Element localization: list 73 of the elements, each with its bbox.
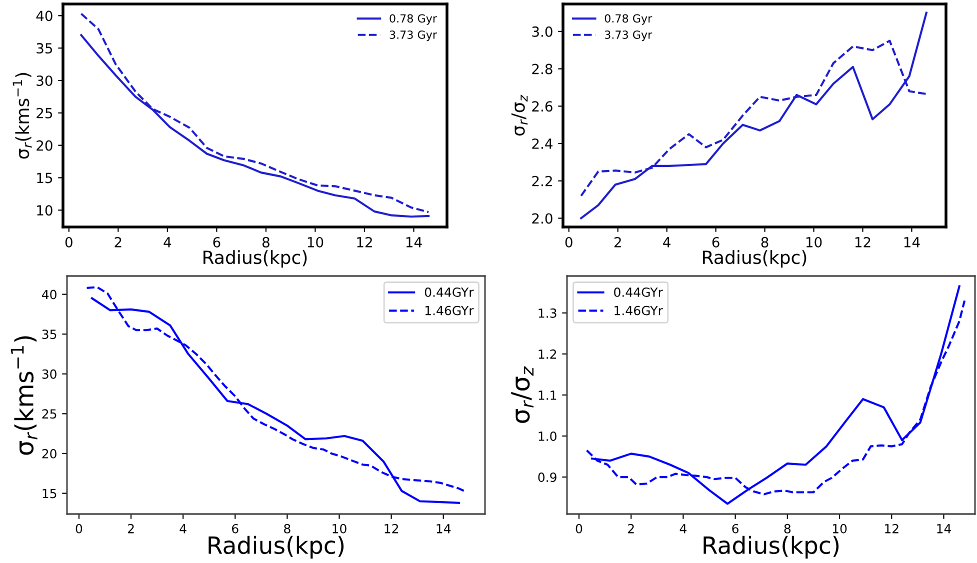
- y-tick-label: 2.4: [532, 138, 552, 149]
- y-tick-label: 1.0: [538, 432, 556, 441]
- x-tick-label: 6: [232, 524, 238, 534]
- x-axis-title: Radius(kpc): [208, 536, 344, 559]
- y-tick-label: 20: [42, 448, 56, 458]
- x-tick-label: 4: [164, 237, 172, 248]
- y-tick-label: 30: [36, 75, 52, 86]
- x-tick-label: 8: [262, 236, 270, 248]
- x-tick-label: 4: [680, 524, 686, 534]
- x-tick-label: 14: [937, 524, 951, 534]
- y-tick-label: 10: [37, 205, 52, 216]
- y-tick-label: 20: [36, 140, 52, 151]
- y-tick-label: 40: [36, 10, 52, 22]
- x-axis-title: Radius(kpc): [703, 250, 806, 268]
- y-axis-title: σ$_{r}$(kms$^{−1}$): [12, 73, 32, 159]
- y-axis-title: σ$_{r}$(kms$^{−1}$): [10, 336, 38, 455]
- x-tick-label: 12: [855, 236, 870, 248]
- x-tick-label: 2: [114, 236, 122, 248]
- x-tick-label: 12: [357, 236, 372, 248]
- x-tick-label: 4: [180, 524, 186, 534]
- x-tick-label: 0: [65, 236, 72, 248]
- y-tick-label: 2.8: [532, 64, 552, 74]
- x-tick-label: 10: [832, 524, 847, 534]
- x-tick-label: 10: [806, 236, 822, 248]
- x-tick-label: 0: [576, 524, 582, 534]
- legend-label: 0.44GYr: [424, 287, 474, 297]
- x-tick-label: 14: [406, 237, 422, 248]
- y-axis-title: σ$_{r}$/σ$_{z}$: [511, 366, 534, 423]
- y-tick-label: 2.6: [532, 101, 552, 112]
- legend-label: 3.73 Gyr: [390, 30, 437, 42]
- x-tick-label: 8: [784, 524, 791, 534]
- y-tick-label: 3.0: [532, 26, 552, 37]
- x-tick-label: 8: [761, 236, 768, 248]
- x-tick-label: 10: [308, 236, 324, 248]
- x-tick-label: 6: [732, 524, 738, 534]
- x-tick-label: 6: [712, 236, 720, 248]
- x-tick-label: 4: [663, 237, 670, 248]
- y-tick-label: 35: [36, 43, 52, 54]
- y-tick-label: 30: [42, 369, 56, 379]
- x-tick-label: 14: [904, 237, 920, 248]
- y-tick-label: 0.9: [538, 472, 556, 482]
- y-tick-label: 2.2: [532, 176, 552, 186]
- x-tick-label: 0: [76, 524, 82, 534]
- y-tick-label: 15: [37, 172, 52, 184]
- legend-label: 1.46GYr: [614, 306, 663, 316]
- y-tick-label: 2.0: [532, 213, 552, 224]
- y-axis-title: σ$_{r}$/σ$_{z}$: [511, 94, 528, 136]
- legend-label: 0.78 Gyr: [604, 14, 652, 25]
- y-tick-label: 1.3: [538, 308, 556, 318]
- x-axis-title: Radius(kpc): [204, 250, 307, 268]
- x-tick-label: 2: [628, 524, 634, 534]
- legend-label: 0.44GYr: [614, 287, 663, 297]
- x-tick-label: 12: [885, 524, 898, 534]
- y-tick-label: 35: [42, 330, 56, 340]
- y-tick-label: 15: [42, 488, 56, 498]
- y-tick-label: 1.2: [538, 349, 556, 359]
- line-series: [580, 12, 928, 220]
- x-tick-label: 8: [284, 524, 290, 534]
- x-tick-label: 0: [565, 236, 572, 248]
- x-tick-label: 12: [384, 524, 398, 534]
- x-axis-title: Radius(kpc): [704, 536, 839, 559]
- y-tick-label: 1.1: [538, 390, 556, 400]
- y-tick-label: 25: [36, 108, 52, 118]
- x-tick-label: 2: [614, 236, 621, 248]
- x-tick-label: 14: [436, 524, 451, 534]
- x-tick-label: 10: [332, 524, 346, 534]
- x-tick-label: 6: [213, 236, 220, 248]
- legend-label: 1.46GYr: [425, 306, 474, 316]
- legend-label: 0.78 Gyr: [390, 14, 437, 25]
- y-tick-label: 25: [42, 409, 56, 419]
- x-tick-label: 2: [128, 524, 134, 534]
- legend-label: 3.73 Gyr: [604, 30, 652, 42]
- y-tick-label: 40: [42, 290, 56, 300]
